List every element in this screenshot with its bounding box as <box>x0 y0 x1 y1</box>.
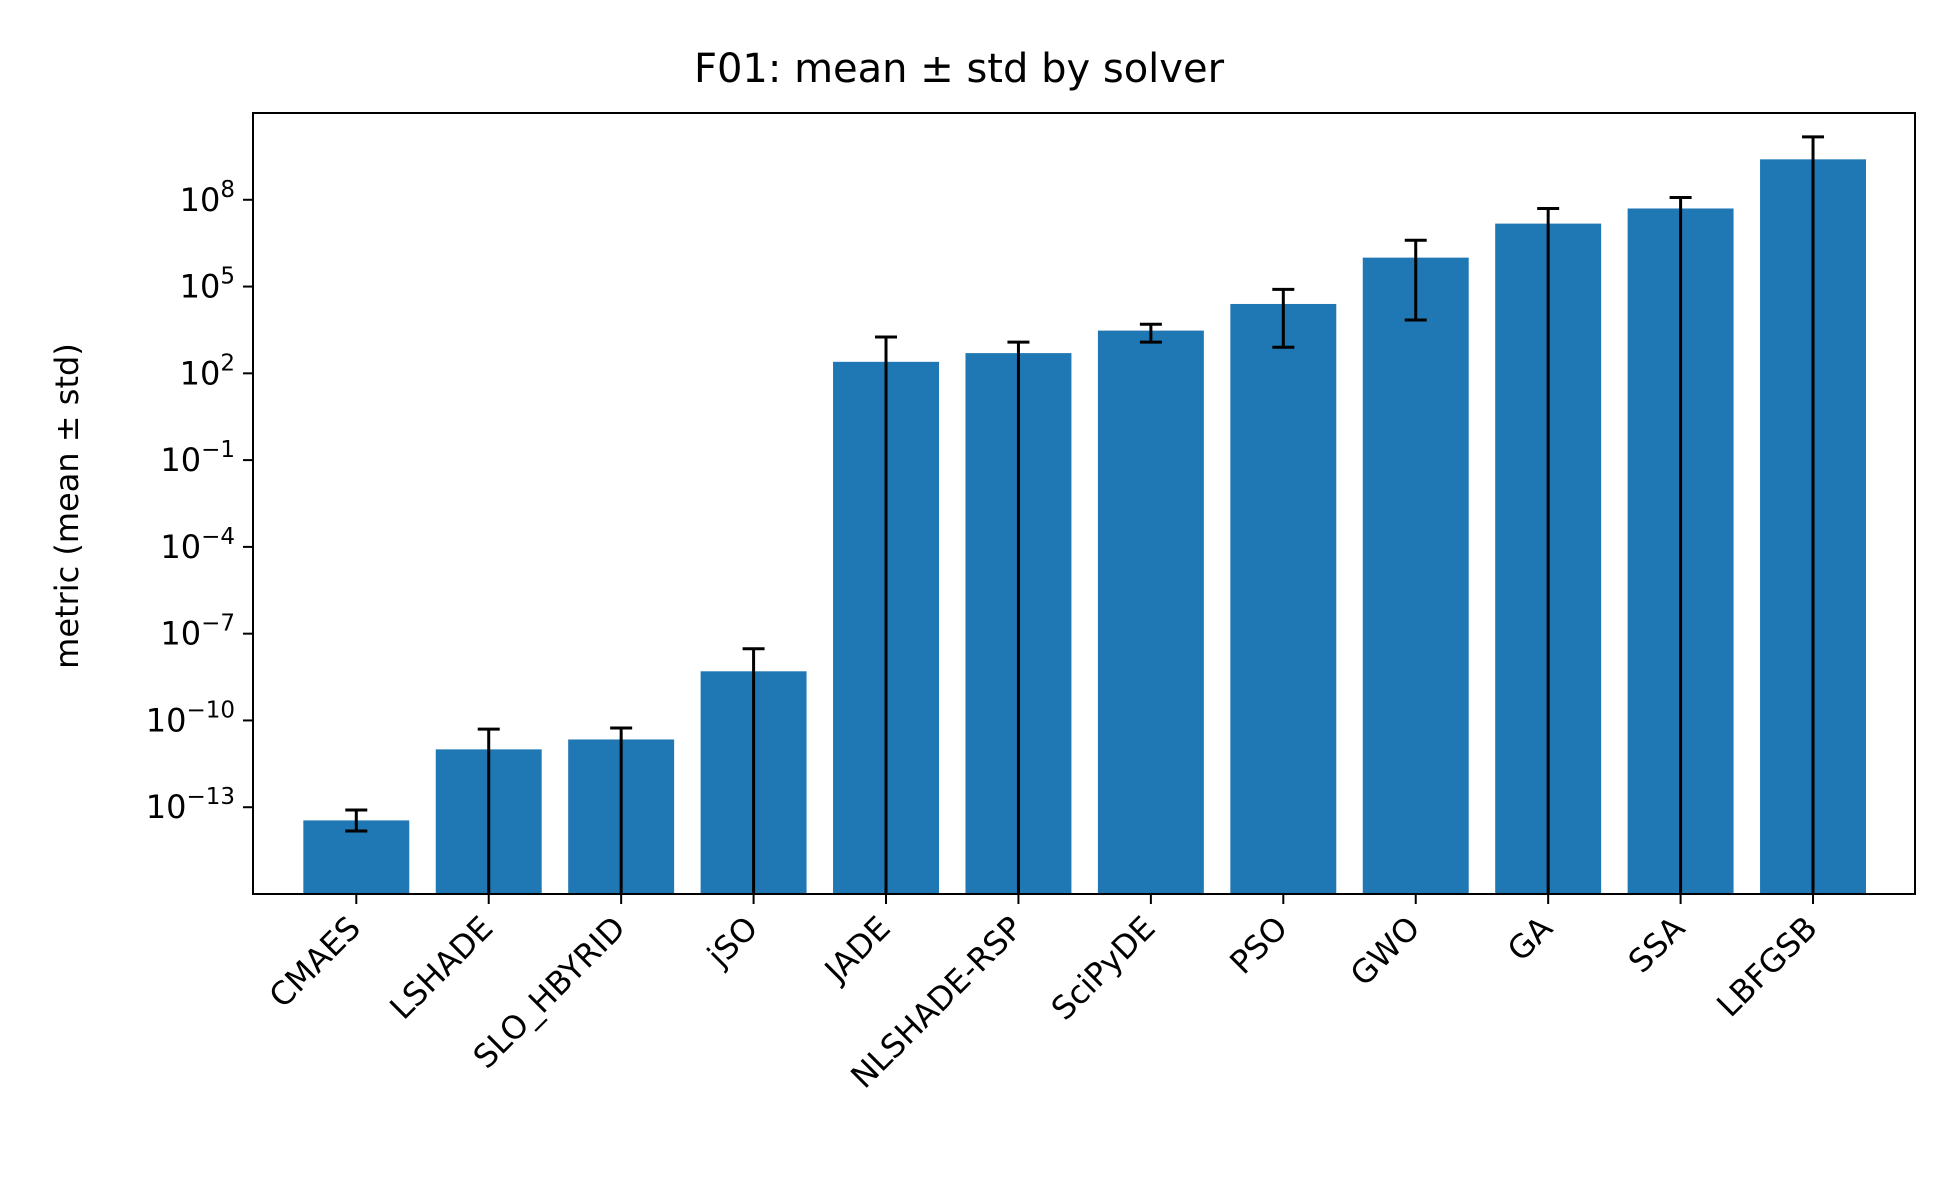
x-tick-label: SSA <box>1621 909 1693 981</box>
y-tick-label: 10−1 <box>160 437 235 479</box>
y-tick-label: 10−7 <box>160 611 235 653</box>
y-tick-label: 10−10 <box>146 697 235 739</box>
x-tick-label: jSO <box>699 909 765 975</box>
x-tick-label: JADE <box>816 909 898 991</box>
bar <box>1097 330 1204 895</box>
y-axis: 108 105 102 10−1 10−4 10−7 10−10 10−13 <box>146 177 253 826</box>
y-tick-label: 105 <box>180 264 235 306</box>
x-tick-label: GA <box>1500 909 1560 969</box>
error-bars-group <box>345 135 1825 894</box>
y-tick-label: 10−4 <box>160 524 235 566</box>
chart-title: F01: mean ± std by solver <box>694 46 1225 92</box>
x-tick-label: LSHADE <box>382 909 500 1027</box>
x-tick-label: PSO <box>1222 909 1295 982</box>
bar <box>1362 257 1469 894</box>
bar <box>303 820 410 894</box>
x-tick-label: LBFGSB <box>1709 909 1824 1024</box>
y-tick-label: 10−13 <box>146 784 235 826</box>
x-tick-label: GWO <box>1343 909 1428 994</box>
y-tick-label: 108 <box>180 177 235 219</box>
y-tick-label: 102 <box>180 350 235 392</box>
x-tick-label: CMAES <box>262 909 368 1015</box>
plot-area-frame <box>252 112 1916 895</box>
bar <box>1230 303 1337 894</box>
y-axis-label: metric (mean ± std) <box>48 343 86 669</box>
bars-group <box>303 159 1867 895</box>
x-tick-label: SciPyDE <box>1044 909 1163 1028</box>
